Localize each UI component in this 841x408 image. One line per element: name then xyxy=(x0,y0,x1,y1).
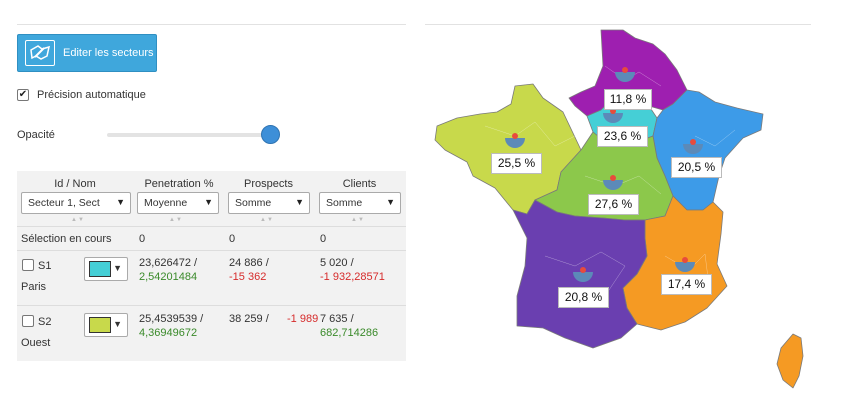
header-id: Id / Nom xyxy=(54,178,96,190)
row-s1-penetration-1: 23,626472 / xyxy=(139,257,198,269)
select-clients[interactable]: Somme ▼ xyxy=(319,192,401,214)
region-est-label: 20,5 % xyxy=(671,157,722,178)
sort-prospects-icon[interactable]: ▲▼ xyxy=(260,217,274,223)
row-s2-prospects-1: 38 259 / xyxy=(229,313,269,325)
row-s1-id: S1 xyxy=(38,260,52,272)
chevron-down-icon: ▼ xyxy=(204,197,213,207)
edit-sectors-label: Editer les secteurs xyxy=(63,47,154,59)
row-s1-name: Paris xyxy=(21,281,47,293)
select-penetration[interactable]: Moyenne ▼ xyxy=(137,192,219,214)
row-s2-color-swatch xyxy=(89,317,111,333)
region-sud-ouest-label: 20,8 % xyxy=(558,287,609,308)
header-clients: Clients xyxy=(342,178,377,190)
row-s1-penetration-2: 2,54201484 xyxy=(139,271,198,283)
row-s1-clients-1: 5 020 / xyxy=(320,257,354,269)
row-s2-penetration-1: 25,4539539 / xyxy=(139,313,204,325)
chevron-down-icon: ▼ xyxy=(116,197,125,207)
row-divider xyxy=(17,305,406,306)
row-s2-id: S2 xyxy=(38,316,52,328)
row-s2-name: Ouest xyxy=(21,337,51,349)
opacity-slider-thumb[interactable] xyxy=(261,125,280,144)
header-prospects: Prospects xyxy=(244,178,293,190)
row-divider xyxy=(17,226,406,227)
select-prospects-value: Somme xyxy=(235,197,272,209)
row-s2-clients-2: 682,714286 xyxy=(320,327,379,339)
row-s1-prospects-2: -15 362 xyxy=(229,271,267,283)
row-s2-prospects-2: -1 989 xyxy=(287,313,319,325)
select-id-value: Secteur 1, Sect xyxy=(28,197,100,209)
opacity-label: Opacité xyxy=(17,129,55,141)
right-top-divider xyxy=(425,24,811,25)
chevron-down-icon: ▼ xyxy=(113,319,122,329)
row-s1-checkbox[interactable] xyxy=(22,259,34,271)
select-penetration-value: Moyenne xyxy=(144,197,188,209)
select-clients-value: Somme xyxy=(326,197,363,209)
edit-map-icon xyxy=(25,40,55,66)
sectors-map[interactable]: 11,8 % 23,6 % 25,5 % 20,5 % 27,6 % 17,4 … xyxy=(425,26,841,408)
selection-penetration: 0 xyxy=(139,233,146,245)
row-s1-clients-2: -1 932,28571 xyxy=(320,271,385,283)
row-s2-checkbox[interactable] xyxy=(22,315,34,327)
row-s1-color-picker[interactable]: ▼ xyxy=(84,257,128,281)
region-nord-label: 11,8 % xyxy=(604,89,652,110)
row-s1-prospects-1: 24 886 / xyxy=(229,257,269,269)
chevron-down-icon: ▼ xyxy=(386,197,395,207)
auto-precision-checkbox[interactable]: ✔ xyxy=(17,89,29,101)
row-divider xyxy=(17,250,406,251)
row-s1-color-swatch xyxy=(89,261,111,277)
selection-label: Sélection en cours xyxy=(21,233,112,245)
region-ouest-label: 25,5 % xyxy=(491,153,542,174)
region-paris-label: 23,6 % xyxy=(597,126,648,147)
sort-penetration-icon[interactable]: ▲▼ xyxy=(169,217,183,223)
chevron-down-icon: ▼ xyxy=(295,197,304,207)
row-s2-color-picker[interactable]: ▼ xyxy=(84,313,128,337)
selection-prospects: 0 xyxy=(229,233,236,245)
select-id[interactable]: Secteur 1, Sect ▼ xyxy=(21,192,131,214)
opacity-slider-track[interactable] xyxy=(107,133,275,137)
row-s2-clients-1: 7 635 / xyxy=(320,313,354,325)
region-sud-est-label: 17,4 % xyxy=(661,274,712,295)
auto-precision-label: Précision automatique xyxy=(37,89,146,101)
selection-clients: 0 xyxy=(320,233,327,245)
sort-id-icon[interactable]: ▲▼ xyxy=(71,217,85,223)
row-s2-penetration-2: 4,36949672 xyxy=(139,327,198,339)
select-prospects[interactable]: Somme ▼ xyxy=(228,192,310,214)
chevron-down-icon: ▼ xyxy=(113,263,122,273)
left-top-divider xyxy=(17,24,406,25)
edit-sectors-button[interactable]: Editer les secteurs xyxy=(17,34,157,72)
region-corse[interactable] xyxy=(776,333,804,389)
sectors-table: Id / Nom Penetration % Prospects Clients… xyxy=(17,171,406,361)
region-centre-label: 27,6 % xyxy=(588,194,639,215)
auto-precision-row: ✔ Précision automatique xyxy=(17,89,146,101)
header-penetration: Penetration % xyxy=(144,178,214,190)
sort-clients-icon[interactable]: ▲▼ xyxy=(351,217,365,223)
